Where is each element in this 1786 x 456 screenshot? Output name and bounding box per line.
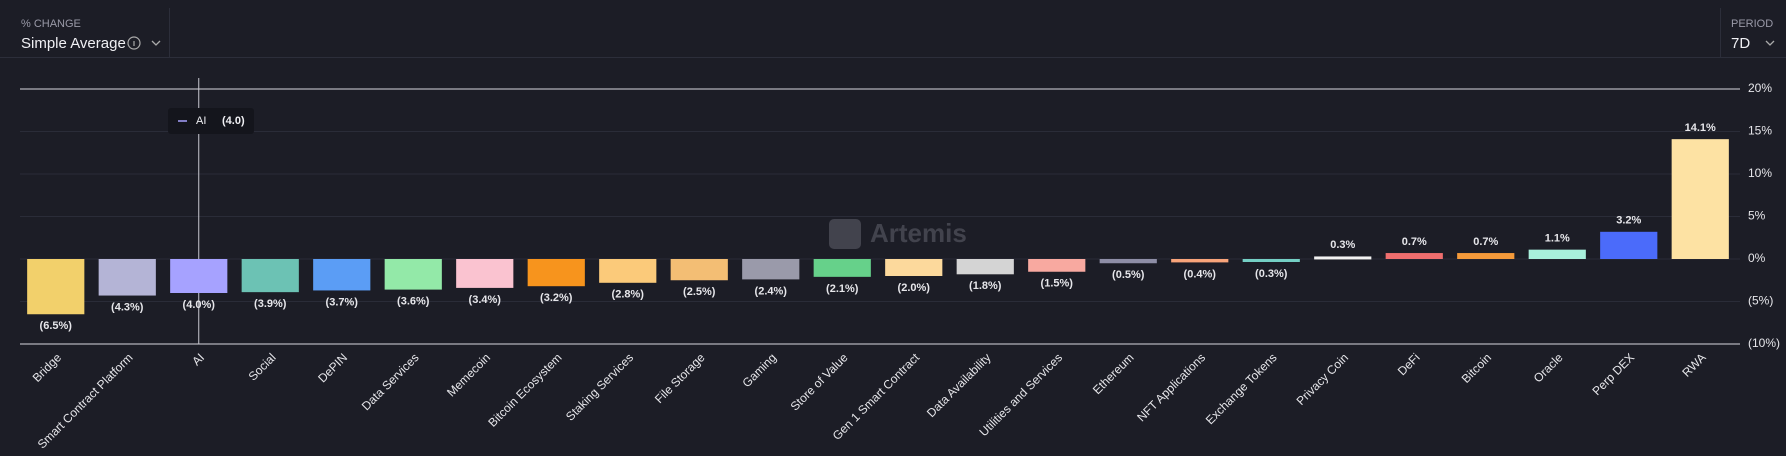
bar — [241, 259, 299, 293]
x-tick-label: Bridge — [30, 350, 65, 385]
tooltip: AI (4.0) — [168, 108, 254, 134]
separator — [1720, 8, 1721, 57]
metric-icons[interactable] — [127, 35, 167, 51]
metric-label: % CHANGE — [21, 18, 81, 30]
value-label: (2.1%) — [826, 283, 859, 295]
x-tick-label: Ethereum — [1090, 350, 1137, 397]
x-tick-label: DePIN — [315, 350, 350, 385]
y-tick-label: 5% — [1748, 209, 1766, 223]
watermark-text: Artemis — [870, 218, 967, 248]
bar — [1600, 231, 1658, 259]
bar — [1314, 256, 1372, 260]
y-tick-label: 0% — [1748, 251, 1766, 265]
y-tick-label: 20% — [1748, 81, 1772, 95]
tooltip-box — [168, 108, 254, 134]
metric-select[interactable]: Simple Average — [21, 35, 126, 52]
bar — [1242, 259, 1300, 262]
value-label: (0.4%) — [1184, 268, 1217, 280]
value-label: (1.8%) — [969, 280, 1002, 292]
x-tick-label: Staking Services — [563, 350, 636, 423]
x-tick-label: Bitcoin — [1459, 350, 1494, 385]
bar — [1671, 139, 1729, 259]
value-label: (0.5%) — [1112, 269, 1145, 281]
value-label: (4.0%) — [183, 299, 216, 311]
value-label: (2.8%) — [612, 289, 645, 301]
header: % CHANGE Simple Average PERIOD 7D — [0, 0, 1786, 58]
bar — [599, 259, 657, 283]
x-tick-label: Bitcoin Ecosystem — [485, 350, 564, 429]
value-label: (3.4%) — [469, 294, 502, 306]
period-caret[interactable] — [1764, 38, 1778, 50]
bar — [313, 259, 371, 291]
bar — [885, 259, 943, 276]
value-label: (3.6%) — [397, 296, 430, 308]
x-tick-label: Data Services — [359, 350, 422, 413]
bar — [1171, 259, 1229, 263]
bar — [98, 259, 156, 296]
bar — [670, 259, 728, 281]
bar — [1028, 259, 1086, 272]
x-tick-label: Perp DEX — [1589, 350, 1637, 398]
period-label: PERIOD — [1731, 18, 1774, 30]
value-label: (3.2%) — [540, 292, 573, 304]
value-label: (2.5%) — [683, 286, 716, 298]
value-label: 3.2% — [1616, 215, 1641, 227]
value-label: 0.3% — [1330, 239, 1355, 251]
bar — [384, 259, 442, 290]
y-tick-label: (10%) — [1748, 336, 1780, 350]
value-label: (2.0%) — [898, 282, 931, 294]
value-label: 1.1% — [1545, 233, 1570, 245]
y-tick-label: 15% — [1748, 124, 1772, 138]
x-tick-label: NFT Applications — [1134, 350, 1208, 424]
y-tick-label: (5%) — [1748, 294, 1773, 308]
y-tick-label: 10% — [1748, 166, 1772, 180]
value-label: (3.7%) — [326, 296, 359, 308]
x-tick-label: Exchange Tokens — [1203, 350, 1280, 427]
bar — [1385, 253, 1443, 259]
bar — [456, 259, 514, 288]
x-tick-label: Store of Value — [788, 350, 851, 413]
x-tick-label: Privacy Coin — [1294, 350, 1352, 408]
tooltip-value: (4.0) — [222, 115, 245, 127]
x-tick-label: Memecoin — [444, 350, 493, 399]
separator — [169, 8, 170, 57]
x-tick-label: File Storage — [652, 350, 708, 406]
x-tick-label: RWA — [1679, 350, 1708, 379]
bar — [527, 259, 585, 287]
x-tick-label: Data Availability — [924, 350, 994, 420]
value-label: (4.3%) — [111, 301, 144, 313]
bar — [1457, 253, 1515, 259]
watermark: Artemis — [829, 218, 967, 249]
x-tick-label: Gaming — [739, 350, 779, 390]
x-tick-label: AI — [189, 350, 207, 368]
bar — [813, 259, 871, 277]
value-label: (6.5%) — [40, 320, 73, 332]
value-label: 0.7% — [1473, 236, 1498, 248]
value-label: (3.9%) — [254, 298, 287, 310]
tooltip-label: AI — [196, 115, 206, 127]
x-tick-label: DeFi — [1395, 350, 1423, 378]
value-label: 14.1% — [1685, 122, 1716, 134]
bar — [1528, 249, 1586, 259]
value-label: (0.3%) — [1255, 268, 1288, 280]
bar — [170, 259, 228, 293]
bar — [27, 259, 85, 315]
bar — [742, 259, 800, 280]
x-tick-label: Oracle — [1531, 350, 1566, 385]
period-select[interactable]: 7D — [1731, 35, 1751, 52]
x-tick-label: Social — [246, 350, 279, 383]
bar — [956, 259, 1014, 275]
value-label: (2.4%) — [755, 285, 788, 297]
value-label: (1.5%) — [1041, 278, 1074, 290]
value-label: 0.7% — [1402, 236, 1427, 248]
bar — [1099, 259, 1157, 264]
